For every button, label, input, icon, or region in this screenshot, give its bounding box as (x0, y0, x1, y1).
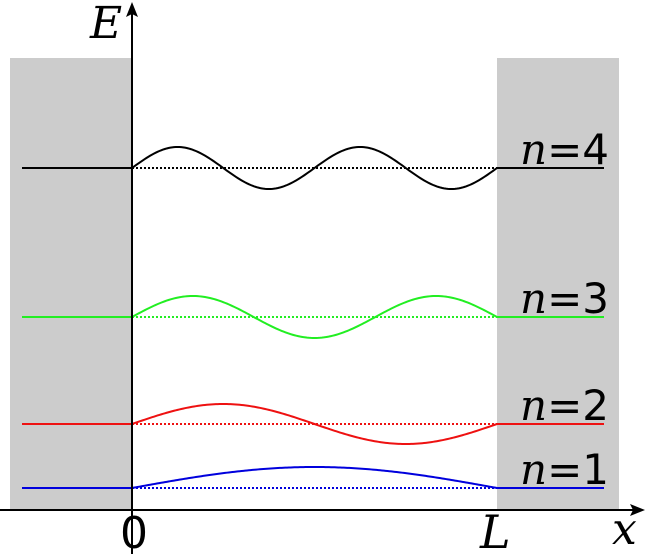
right-wall (497, 58, 619, 510)
left-wall (10, 58, 132, 510)
level-label-n2-var: n (520, 381, 547, 430)
level-label-n1: n=1 (520, 445, 609, 494)
wavefunction-n4 (131, 145, 498, 191)
level-label-n1-var: n (520, 445, 547, 494)
level-label-n4-var: n (520, 125, 547, 174)
level-label-n3-var: n (520, 274, 547, 323)
x-axis-arrow (630, 504, 645, 516)
level-label-n3-rest: =3 (547, 274, 609, 323)
wavefunction-n3 (131, 294, 498, 340)
x-axis-label: x (612, 504, 637, 554)
level-label-n3: n=3 (520, 274, 609, 323)
e-axis-label: E (89, 0, 122, 49)
wavefunction-n2 (131, 402, 498, 446)
energy-levels (22, 145, 604, 489)
level-label-n2: n=2 (520, 381, 609, 430)
e-axis-arrow (126, 2, 138, 17)
origin-label: 0 (120, 508, 148, 554)
level-label-n2-rest: =2 (547, 381, 609, 430)
level-label-n4-rest: =4 (547, 125, 609, 174)
level-label-n4: n=4 (520, 125, 609, 174)
well-width-label: L (479, 505, 511, 554)
level-label-n1-rest: =1 (547, 445, 609, 494)
wavefunction-n1 (131, 466, 498, 489)
